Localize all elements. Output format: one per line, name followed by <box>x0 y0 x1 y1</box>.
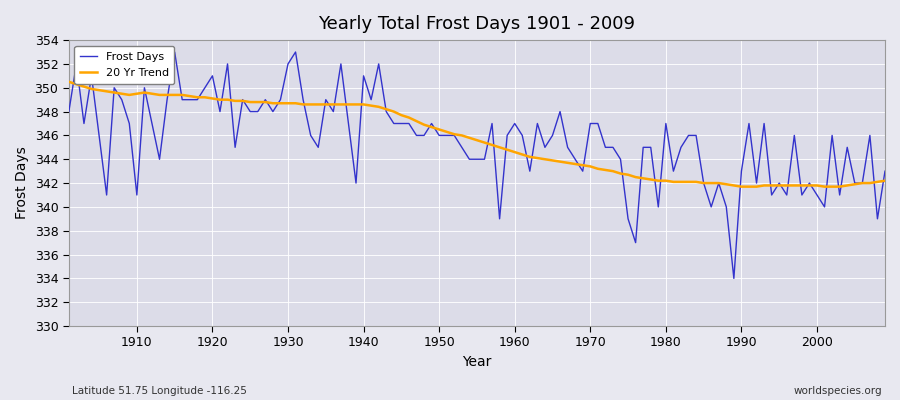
Frost Days <box>879 169 890 174</box>
20 Yr Trend <box>336 102 346 107</box>
Frost Days <box>728 276 739 281</box>
20 Yr Trend <box>600 168 611 172</box>
Y-axis label: Frost Days: Frost Days <box>15 147 29 220</box>
Text: worldspecies.org: worldspecies.org <box>794 386 882 396</box>
Legend: Frost Days, 20 Yr Trend: Frost Days, 20 Yr Trend <box>75 46 175 84</box>
Frost Days <box>509 121 520 126</box>
Frost Days <box>298 97 309 102</box>
Frost Days <box>517 133 527 138</box>
Frost Days <box>169 50 180 54</box>
20 Yr Trend <box>879 178 890 183</box>
Frost Days <box>343 121 354 126</box>
X-axis label: Year: Year <box>463 355 491 369</box>
Frost Days <box>608 145 618 150</box>
20 Yr Trend <box>63 80 74 84</box>
20 Yr Trend <box>736 184 747 189</box>
Line: Frost Days: Frost Days <box>68 52 885 278</box>
20 Yr Trend <box>124 92 135 97</box>
20 Yr Trend <box>509 150 520 154</box>
Frost Days <box>124 121 135 126</box>
Frost Days <box>63 109 74 114</box>
Text: Latitude 51.75 Longitude -116.25: Latitude 51.75 Longitude -116.25 <box>72 386 247 396</box>
Title: Yearly Total Frost Days 1901 - 2009: Yearly Total Frost Days 1901 - 2009 <box>319 15 635 33</box>
20 Yr Trend <box>502 147 513 152</box>
20 Yr Trend <box>290 101 301 106</box>
Line: 20 Yr Trend: 20 Yr Trend <box>68 82 885 187</box>
